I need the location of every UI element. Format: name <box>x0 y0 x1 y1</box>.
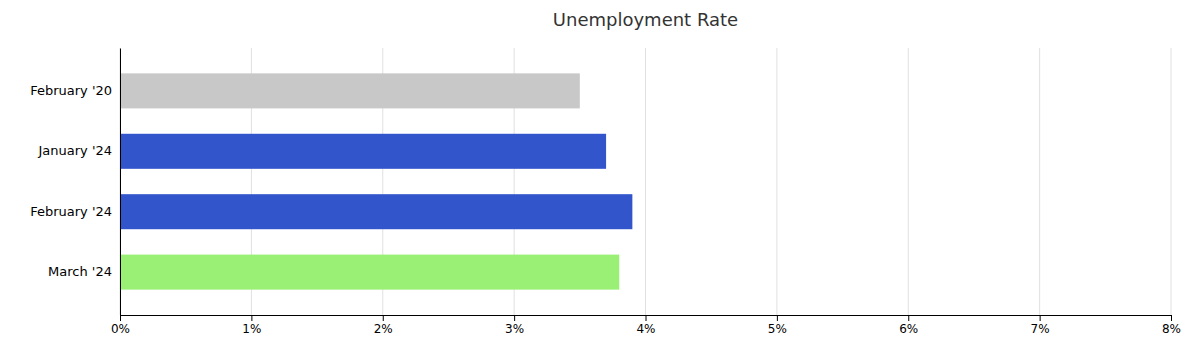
x-tick-label: 1% <box>242 322 261 336</box>
x-tick: 5% <box>768 315 787 336</box>
x-tick-mark <box>646 315 647 321</box>
y-tick-label: February '24 <box>30 204 112 219</box>
x-tick-label: 2% <box>374 322 393 336</box>
x-tick-mark <box>777 315 778 321</box>
bars <box>120 73 632 289</box>
x-tick-label: 8% <box>1162 322 1181 336</box>
x-tick: 7% <box>1031 315 1050 336</box>
y-tick: February '20 <box>30 83 112 98</box>
x-tick-mark <box>383 315 384 321</box>
x-axis: 0% 1% 2% 3% 4% 5% 6% 7% 8% <box>111 315 1181 336</box>
x-tick: 3% <box>505 315 524 336</box>
y-tick-label: February '20 <box>30 83 112 98</box>
x-tick-mark <box>1171 315 1172 321</box>
grid-line <box>776 48 777 315</box>
x-tick: 8% <box>1162 315 1181 336</box>
x-tick: 1% <box>242 315 261 336</box>
bar <box>120 255 619 290</box>
x-tick-label: 0% <box>111 322 130 336</box>
x-tick-label: 4% <box>636 322 655 336</box>
x-tick-label: 6% <box>899 322 918 336</box>
x-axis-line <box>121 316 1172 322</box>
grid <box>120 48 1171 315</box>
y-tick: February '24 <box>30 204 112 219</box>
bar <box>120 194 632 229</box>
x-tick: 0% <box>111 315 130 336</box>
x-tick-mark <box>908 315 909 321</box>
bar <box>120 73 580 108</box>
x-tick-label: 5% <box>768 322 787 336</box>
plot: 0% 1% 2% 3% 4% 5% 6% 7% 8% February '20 January '2… <box>30 48 1181 336</box>
x-tick-label: 3% <box>505 322 524 336</box>
grid-line <box>908 48 909 315</box>
x-tick-mark <box>120 315 121 321</box>
title: Unemployment Rate <box>553 9 738 30</box>
y-axis: February '20 January '24 February '24 March… <box>30 49 120 316</box>
grid-line <box>1171 48 1172 315</box>
grid-line <box>645 48 646 315</box>
x-tick: 2% <box>374 315 393 336</box>
grid-line <box>1039 48 1040 315</box>
bar <box>120 134 606 169</box>
x-tick: 4% <box>636 315 655 336</box>
chart: 0% 1% 2% 3% 4% 5% 6% 7% 8% February '20 January '2… <box>0 0 1201 349</box>
y-axis-line <box>120 49 121 316</box>
y-tick: January '24 <box>37 143 112 158</box>
x-tick-mark <box>1040 315 1041 321</box>
grid-line <box>120 48 121 315</box>
x-tick-mark <box>514 315 515 321</box>
y-tick-label: January '24 <box>37 143 112 158</box>
y-tick-label: March '24 <box>48 264 112 279</box>
x-tick: 6% <box>899 315 918 336</box>
x-tick-label: 7% <box>1031 322 1050 336</box>
x-tick-mark <box>251 315 252 321</box>
y-tick: March '24 <box>48 264 112 279</box>
